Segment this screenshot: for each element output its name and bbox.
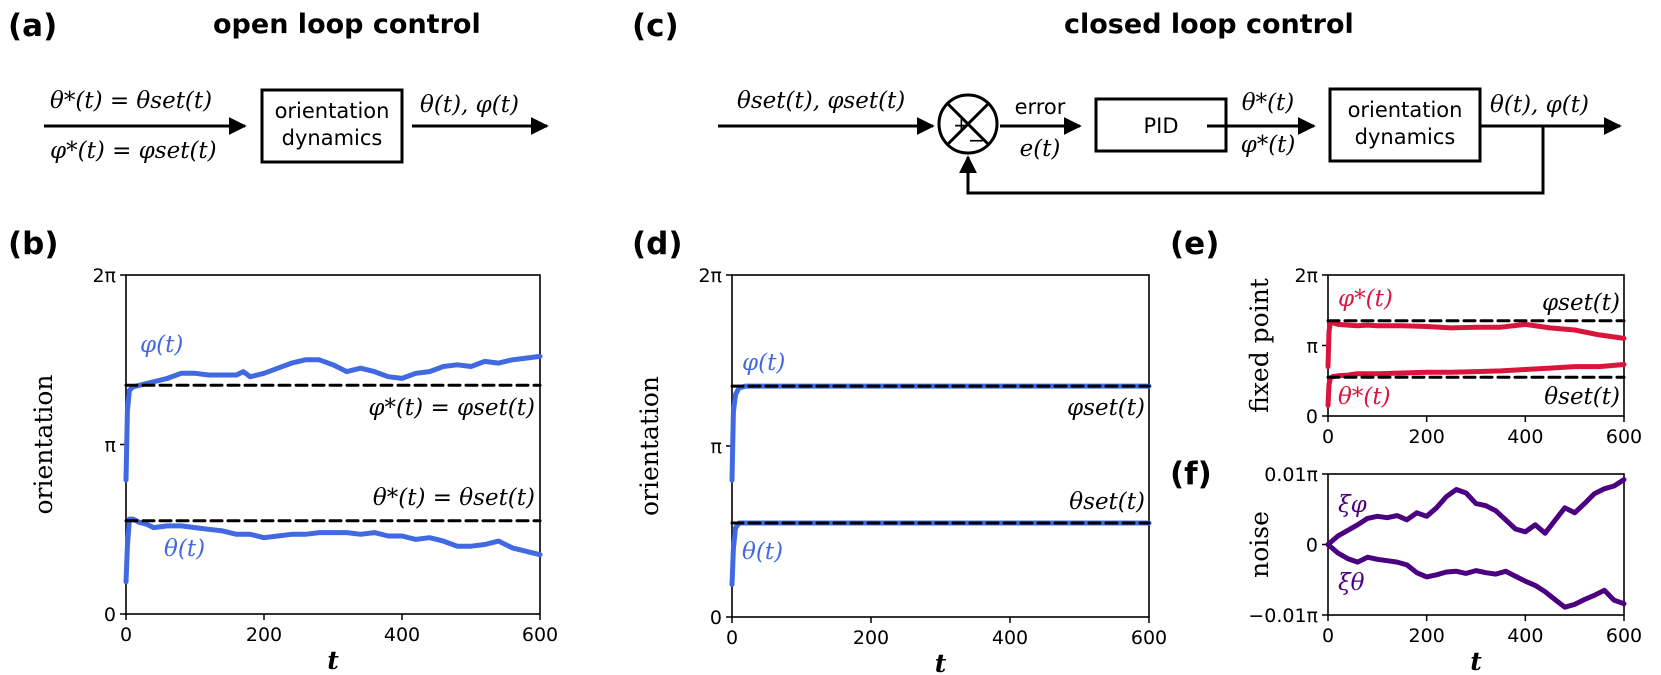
d-plot-frame xyxy=(731,274,1150,618)
b-xtick-label: 400 xyxy=(384,624,420,646)
b-xlabel: t xyxy=(327,646,339,675)
b-xtick-label: 200 xyxy=(246,624,282,646)
error-symbol: e(t) xyxy=(1020,136,1061,162)
b-series-1 xyxy=(123,516,543,585)
b-phi-label: φ(t) xyxy=(140,332,183,358)
b-phi-ref-label: φ*(t) = φset(t) xyxy=(368,395,535,421)
open-loop-output: θ(t), φ(t) xyxy=(420,92,519,118)
b-xtick-label: 600 xyxy=(522,624,558,646)
b-xtick-label: 0 xyxy=(120,624,132,646)
b-ytick-label: 0 xyxy=(104,604,116,626)
open-loop-input-phi: φ*(t) = φset(t) xyxy=(50,138,217,164)
panel-label-b: (b) xyxy=(8,226,59,262)
f-series-0 xyxy=(1325,477,1627,547)
f-ylabel: noise xyxy=(1245,511,1274,578)
d-ylabel: orientation xyxy=(635,376,664,516)
f-xtick-label: 600 xyxy=(1606,625,1642,647)
d-ytick-label: 0 xyxy=(710,607,722,629)
d-xtick-label: 400 xyxy=(992,627,1028,649)
f-ytick-label: 0 xyxy=(1306,535,1318,557)
f-xtick-label: 200 xyxy=(1409,625,1445,647)
panel-label-f: (f) xyxy=(1170,456,1212,492)
closed-loop-box-line1: orientation xyxy=(1348,98,1463,122)
f-ytick-label: 0.01π xyxy=(1264,464,1318,486)
summing-junction: + − xyxy=(937,93,999,155)
d-phi-ref-label: φset(t) xyxy=(1067,395,1145,421)
plot-d: 0 200 400 600 0 π 2π orientation t xyxy=(635,265,1167,675)
f-xtick-label: 0 xyxy=(1322,625,1334,647)
open-loop-diagram: θ*(t) = θset(t) φ*(t) = φset(t) orientat… xyxy=(44,88,549,164)
b-plot-frame xyxy=(125,274,541,615)
f-xiphi-label: ξφ xyxy=(1338,492,1368,518)
closed-loop-output: θ(t), φ(t) xyxy=(1490,92,1589,118)
e-ytick-label: 0 xyxy=(1306,406,1318,428)
pid-output-phi: φ*(t) xyxy=(1241,132,1296,158)
feedback-path xyxy=(959,126,1545,195)
d-series-1 xyxy=(729,520,1152,587)
f-ytick-label: −0.01π xyxy=(1248,605,1318,627)
open-loop-box-line1: orientation xyxy=(275,99,390,123)
e-ytick-label: 2π xyxy=(1294,265,1318,287)
d-xtick-label: 0 xyxy=(726,627,738,649)
panel-label-d: (d) xyxy=(632,226,683,262)
plot-e: 0 200 400 600 0 π 2π fixed point xyxy=(1245,265,1642,448)
closed-loop-box-line2: dynamics xyxy=(1355,125,1456,149)
e-xtick-label: 400 xyxy=(1507,426,1543,448)
d-ytick-label: π xyxy=(711,436,722,458)
d-theta-label: θ(t) xyxy=(742,539,783,565)
pid-output-theta: θ*(t) xyxy=(1242,90,1295,116)
f-series-1 xyxy=(1325,542,1627,610)
f-xlabel: t xyxy=(1470,647,1482,675)
d-theta-ref-label: θset(t) xyxy=(1069,489,1145,515)
e-series-0 xyxy=(1325,319,1627,370)
d-xtick-label: 200 xyxy=(853,627,889,649)
plot-b: 0 200 400 600 0 π 2π orientation t xyxy=(29,265,558,675)
sum-plus-sign: + xyxy=(953,113,970,137)
d-phi-label: φ(t) xyxy=(742,350,785,376)
closed-loop-title: closed loop control xyxy=(1064,9,1354,40)
b-ylabel: orientation xyxy=(29,374,58,514)
open-loop-title: open loop control xyxy=(213,9,481,40)
e-theta-ref-label: θset(t) xyxy=(1544,384,1620,410)
pid-label: PID xyxy=(1143,114,1178,138)
pid-box xyxy=(1094,97,1228,153)
e-xtick-label: 600 xyxy=(1606,426,1642,448)
error-label: error xyxy=(1015,95,1066,119)
open-loop-dynamics-box xyxy=(260,88,404,164)
panel-label-c: (c) xyxy=(632,8,679,44)
sum-minus-sign: − xyxy=(968,128,985,152)
e-phi-ref-label: φset(t) xyxy=(1542,290,1620,316)
panel-label-e: (e) xyxy=(1170,226,1219,262)
open-loop-box-line2: dynamics xyxy=(282,126,383,150)
b-ytick-label: 2π xyxy=(92,265,116,287)
e-ylabel: fixed point xyxy=(1245,278,1274,413)
b-theta-label: θ(t) xyxy=(164,536,205,562)
e-xtick-label: 0 xyxy=(1322,426,1334,448)
f-plot-frame xyxy=(1327,473,1625,616)
f-xitheta-label: ξθ xyxy=(1338,570,1365,596)
d-xlabel: t xyxy=(935,649,947,675)
e-theta-label: θ*(t) xyxy=(1338,384,1391,410)
d-ytick-label: 2π xyxy=(698,265,722,287)
open-loop-input-theta: θ*(t) = θset(t) xyxy=(50,88,212,114)
b-ytick-label: π xyxy=(105,435,116,457)
d-xtick-label: 600 xyxy=(1131,627,1167,649)
e-xtick-label: 200 xyxy=(1409,426,1445,448)
closed-loop-input: θset(t), φset(t) xyxy=(737,88,905,114)
closed-loop-diagram: θset(t), φset(t) + − error e(t) PID θ*(t… xyxy=(718,87,1622,195)
b-series-0 xyxy=(123,353,543,483)
e-ytick-label: π xyxy=(1307,336,1318,358)
e-phi-label: φ*(t) xyxy=(1338,286,1393,312)
b-theta-ref-label: θ*(t) = θset(t) xyxy=(373,485,535,511)
f-xtick-label: 400 xyxy=(1507,625,1543,647)
panel-label-a: (a) xyxy=(8,8,57,44)
